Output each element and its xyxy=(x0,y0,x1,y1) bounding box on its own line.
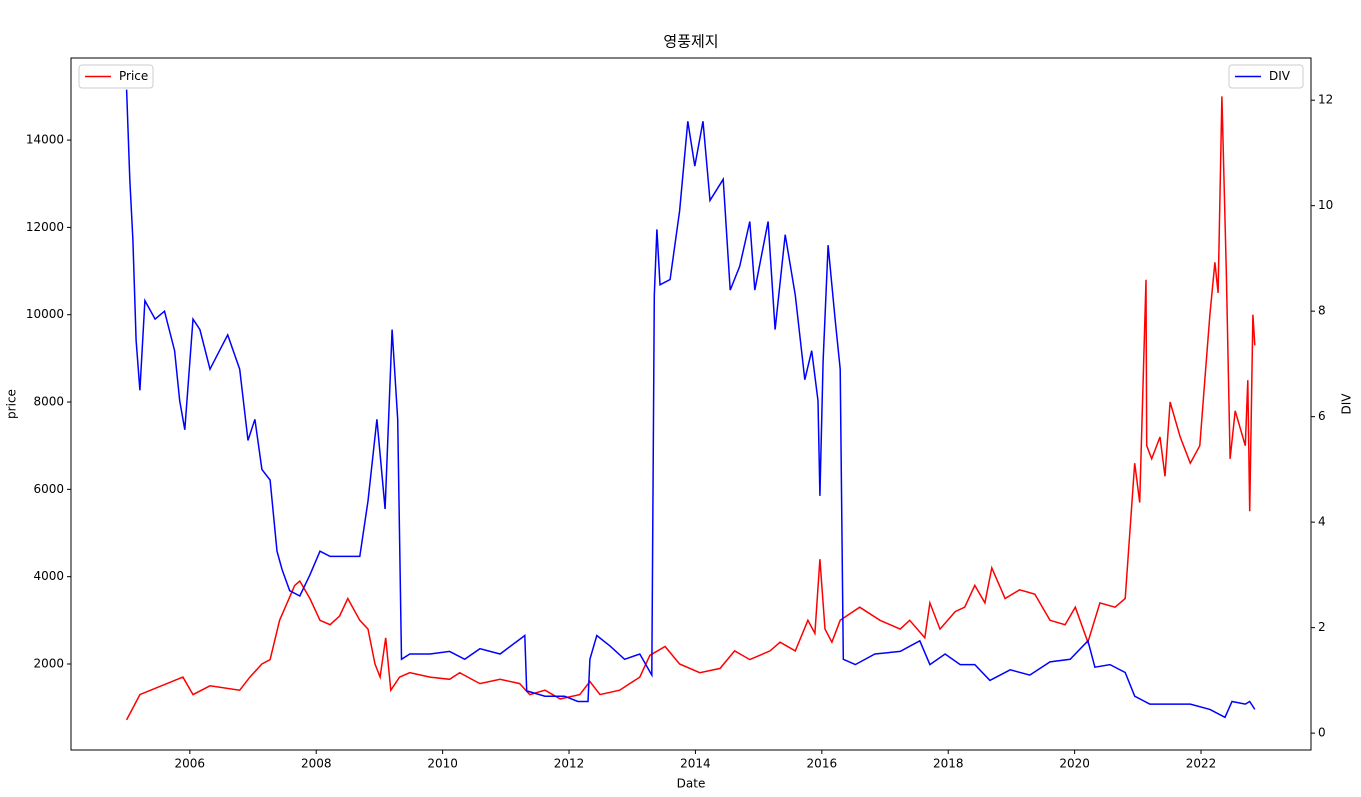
y-tick-label: 6000 xyxy=(33,482,64,496)
legend-label: DIV xyxy=(1269,69,1291,83)
y2-tick-label: 2 xyxy=(1318,620,1326,634)
x-tick-label: 2018 xyxy=(933,757,964,771)
data-line xyxy=(125,96,1256,721)
plot-frame xyxy=(70,57,1312,751)
x-tick-label: 2008 xyxy=(301,757,332,771)
x-tick-label: 2022 xyxy=(1186,757,1217,771)
data-line xyxy=(125,89,1256,719)
y2-tick-label: 12 xyxy=(1318,93,1333,107)
x-tick-label: 2012 xyxy=(554,757,585,771)
x-tick-label: 2020 xyxy=(1059,757,1090,771)
legend-label: Price xyxy=(119,69,148,83)
y-tick-label: 2000 xyxy=(33,656,64,670)
y2-tick-label: 4 xyxy=(1318,515,1326,529)
legend: Price xyxy=(78,64,154,89)
y2-tick-label: 8 xyxy=(1318,304,1326,318)
y-tick-label: 14000 xyxy=(26,133,64,147)
x-axis-label: Date xyxy=(677,777,706,791)
x-tick-label: 2016 xyxy=(807,757,838,771)
y2-tick-label: 0 xyxy=(1318,726,1326,740)
legend: DIV xyxy=(1228,64,1304,89)
chart-title: 영풍제지 xyxy=(663,33,718,51)
y-tick-label: 10000 xyxy=(26,307,64,321)
legend-frame xyxy=(1228,64,1304,89)
y-tick-label: 4000 xyxy=(33,569,64,583)
legend-frame xyxy=(78,64,154,89)
y-tick-label: 8000 xyxy=(33,395,64,409)
y-tick-label: 12000 xyxy=(26,220,64,234)
y2-axis-label: DIV xyxy=(1340,393,1354,415)
x-tick-label: 2014 xyxy=(680,757,711,771)
y2-tick-label: 6 xyxy=(1318,409,1326,423)
x-tick-label: 2006 xyxy=(175,757,206,771)
x-tick-label: 2010 xyxy=(427,757,458,771)
y-axis-label: price xyxy=(5,389,19,419)
y2-tick-label: 10 xyxy=(1318,198,1333,212)
